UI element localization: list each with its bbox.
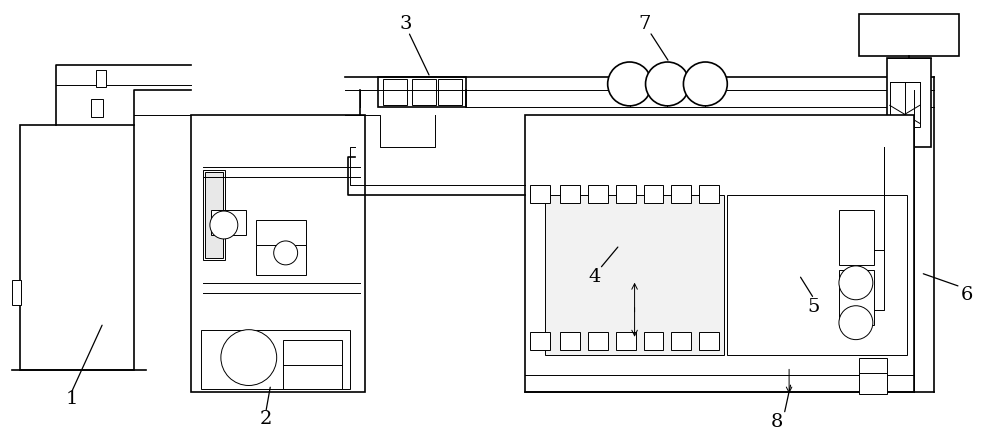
Bar (839, 270, 874, 325)
Circle shape (839, 266, 873, 300)
Text: 7: 7 (638, 15, 651, 32)
Bar (383, 80, 407, 105)
Bar (525, 115, 914, 392)
Bar (211, 210, 246, 235)
Bar (644, 185, 663, 203)
Circle shape (839, 306, 873, 340)
Text: 3: 3 (399, 15, 412, 32)
Bar (412, 80, 436, 105)
Bar (201, 330, 350, 389)
Bar (256, 220, 306, 255)
Bar (727, 195, 907, 355)
Bar (530, 332, 550, 350)
Text: 8: 8 (771, 413, 783, 431)
Circle shape (210, 211, 238, 239)
Bar (859, 358, 887, 380)
Bar (859, 14, 959, 56)
Text: 1: 1 (65, 390, 78, 409)
Circle shape (646, 62, 689, 106)
Bar (560, 332, 580, 350)
Text: 6: 6 (960, 286, 973, 304)
Bar (560, 185, 580, 203)
Text: 4: 4 (589, 268, 601, 286)
Bar (96, 70, 106, 87)
Bar (859, 372, 887, 394)
Bar (91, 99, 103, 117)
Bar (588, 332, 608, 350)
Bar (283, 340, 342, 389)
Circle shape (683, 62, 727, 106)
Bar (671, 332, 691, 350)
Bar (588, 185, 608, 203)
Bar (378, 77, 466, 107)
Bar (887, 57, 931, 147)
Bar (616, 185, 636, 203)
Bar (20, 125, 134, 369)
Bar (191, 115, 365, 392)
Bar (890, 82, 920, 127)
Bar (839, 210, 874, 265)
Bar (205, 172, 223, 258)
Bar (616, 332, 636, 350)
Bar (671, 185, 691, 203)
Circle shape (608, 62, 652, 106)
Bar (545, 195, 724, 355)
Circle shape (221, 330, 277, 385)
Text: 2: 2 (260, 410, 272, 429)
Bar (699, 332, 719, 350)
Bar (203, 170, 225, 260)
Bar (256, 245, 306, 275)
Bar (699, 185, 719, 203)
Circle shape (274, 241, 298, 265)
Bar (530, 185, 550, 203)
Text: 5: 5 (808, 298, 820, 316)
Bar (438, 80, 462, 105)
Bar (644, 332, 663, 350)
Bar (12, 280, 21, 305)
